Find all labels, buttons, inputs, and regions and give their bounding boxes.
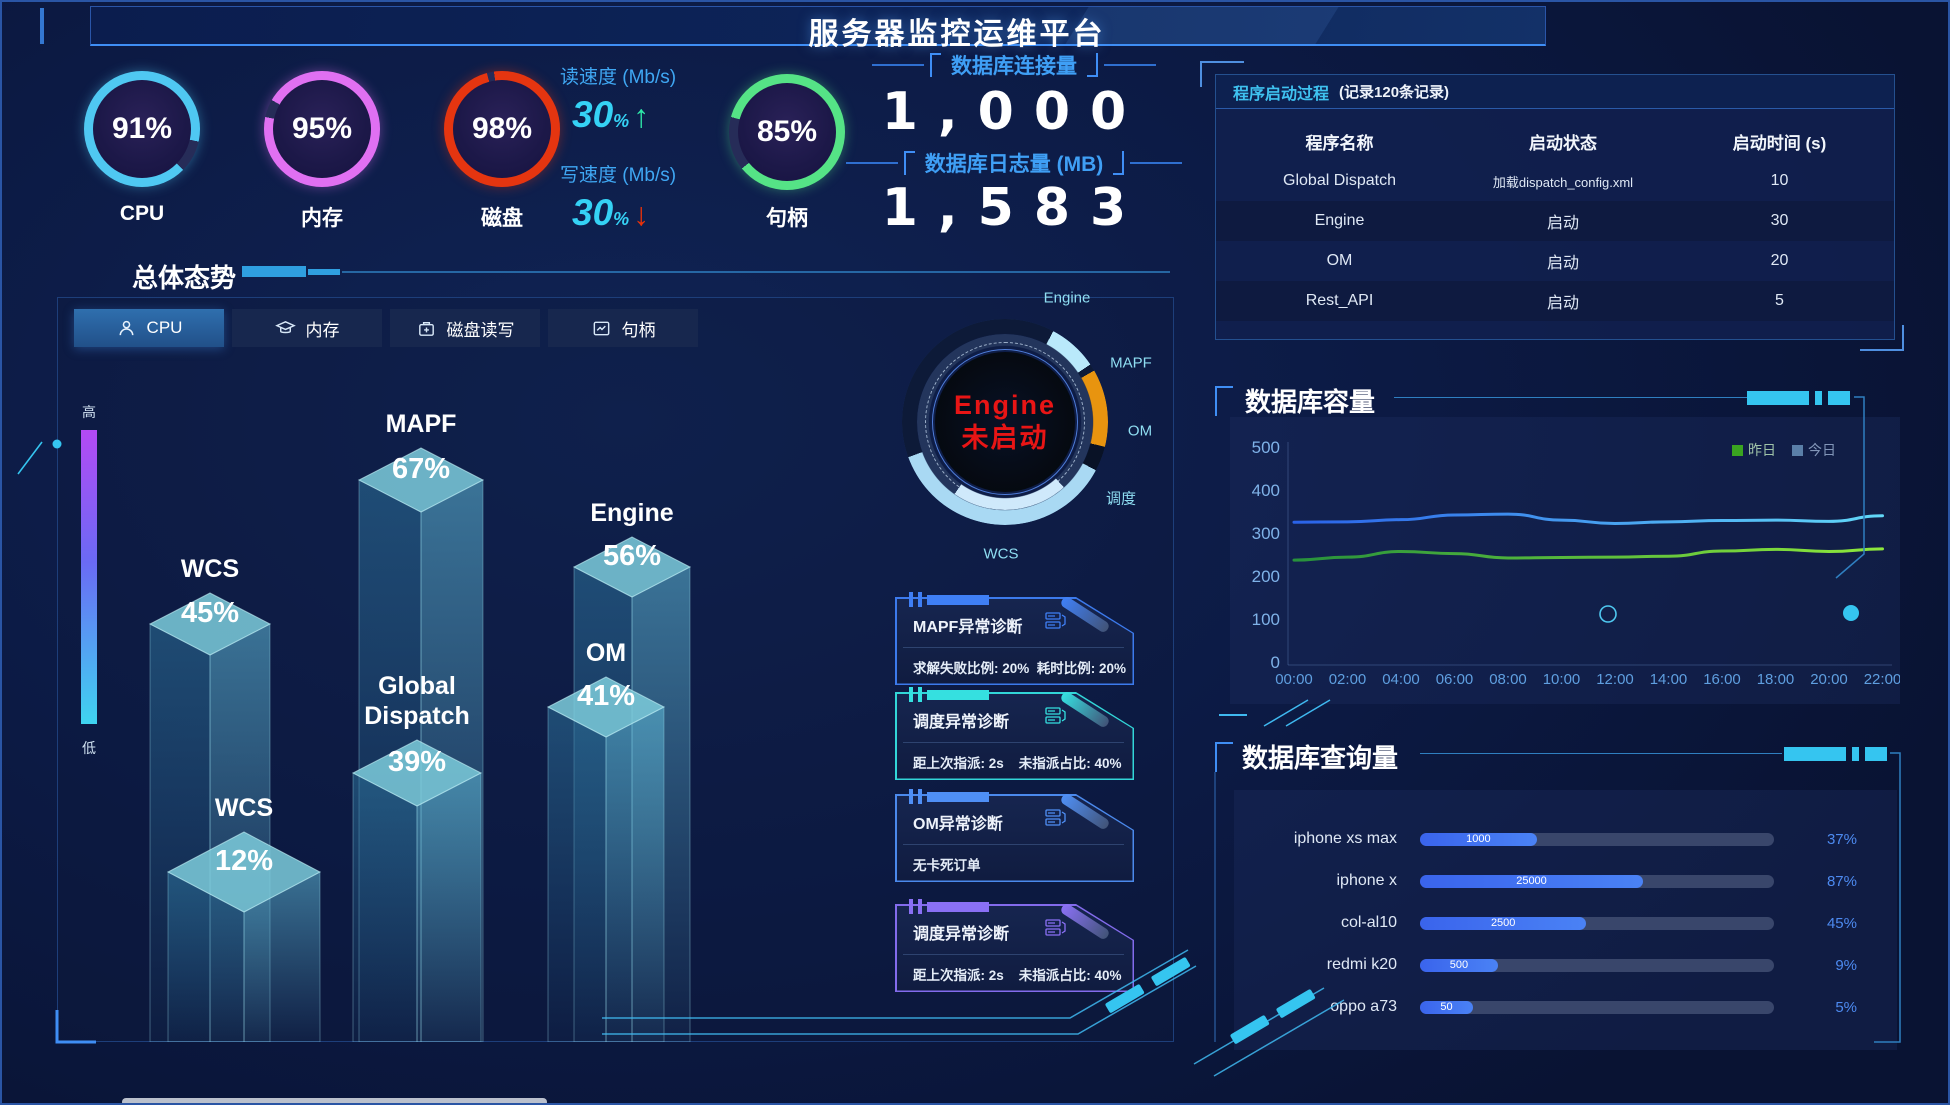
title-deco-blocks [1784, 747, 1887, 761]
query-row: oppo a73 50 5% [1330, 998, 1857, 1016]
corner-bracket [1860, 325, 1904, 351]
printer-icon [1045, 612, 1066, 629]
query-row: redmi k20 500 9% [1326, 956, 1857, 974]
query-row: iphone x 25000 87% [1336, 872, 1858, 890]
db-log-value: 1,583 [881, 178, 1147, 238]
capacity-section-title: 数据库容量 [1245, 387, 1376, 417]
card-dispatch-diagnosis-2: 调度异常诊断 距上次指派: 2s 未指派占比: 40% [895, 899, 1134, 992]
db-connections-label-row: 数据库连接量 [844, 50, 1184, 80]
gauge-disk-ring [444, 71, 560, 187]
printer-icon [1045, 919, 1066, 936]
bar-fill: 2500 [1420, 916, 1587, 930]
table-row: OM 启动 20 [1326, 252, 1789, 272]
ring-label-mapf: MAPF [1110, 354, 1152, 372]
read-speed-label: 读速度 (Mb/s) [560, 67, 677, 88]
gauge-cpu-label: CPU [119, 202, 165, 225]
header-band [90, 6, 1546, 46]
card-dispatch-diagnosis-1: 调度异常诊断 距上次指派: 2s 未指派占比: 40% [895, 687, 1134, 780]
arrow-up-icon: ↑ [633, 98, 650, 134]
bar-track: 500 [1420, 958, 1774, 972]
ring-thin-circle [932, 349, 1078, 495]
tab-memory[interactable]: 内存 [232, 309, 382, 347]
tab-disk-rw[interactable]: 磁盘读写 [390, 309, 540, 347]
table-row: Global Dispatch 加载dispatch_config.xml 10 [1283, 172, 1789, 190]
legend-today[interactable]: 今日 [1792, 440, 1836, 460]
chart-icon [593, 321, 609, 335]
section-bracket [1215, 742, 1233, 772]
corner-bracket [1200, 61, 1244, 87]
disk-icon [418, 321, 434, 336]
db-connections-value: 1,000 [881, 82, 1147, 142]
gauge-handle-ring [729, 74, 845, 190]
process-table-panel: 程序启动过程 (记录120条记录) 程序名称 启动状态 启动时间 (s) Glo… [1200, 61, 1904, 351]
capacity-chart-panel [1230, 417, 1900, 704]
gauge-handle-label: 句柄 [766, 207, 808, 230]
header-notch [40, 8, 44, 44]
axis-low-label: 低 [82, 740, 96, 756]
legend-yesterday[interactable]: 昨日 [1732, 440, 1776, 460]
bar-track: 1000 [1420, 832, 1774, 846]
value-gradient-legend [81, 430, 97, 724]
axis-high-label: 高 [82, 404, 96, 420]
gauge-handle: 85% [729, 74, 845, 190]
gauge-memory-label: 内存 [301, 207, 343, 230]
page-title: 服务器监控运维平台 [808, 18, 1106, 51]
write-speed-label: 写速度 (Mb/s) [560, 165, 677, 186]
ring-label-engine: Engine [1043, 289, 1091, 307]
tab-cpu[interactable]: CPU [74, 309, 224, 347]
bar-track: 2500 [1420, 916, 1774, 930]
capacity-legend: 昨日 今日 [1732, 440, 1836, 460]
g0v: 91% [111, 112, 173, 145]
process-table-header: 程序启动过程 (记录120条记录) [1216, 75, 1894, 109]
ring-label-om: OM [1127, 422, 1153, 440]
bar-track: 25000 [1420, 874, 1774, 888]
ring-status-text: Engine 未启动 [935, 352, 1075, 492]
bar-track: 50 [1420, 1000, 1774, 1014]
gauge-disk: 98% [444, 71, 560, 187]
gauge-cpu-ring [84, 71, 200, 187]
write-speed-value: 30% ↓ [572, 192, 650, 233]
query-row: iphone xs max 1000 37% [1293, 830, 1857, 848]
gauge-cpu: 91% [84, 71, 200, 187]
read-speed-value: 30% ↑ [572, 94, 650, 135]
gauge-memory: 95% [264, 71, 380, 187]
query-section-title: 数据库查询量 [1242, 743, 1399, 773]
gauge-disk-label: 磁盘 [481, 207, 523, 230]
engine-status-ring: Engine 未启动 [902, 319, 1108, 525]
printer-icon [1045, 707, 1066, 724]
card-mapf-diagnosis: MAPF异常诊断 求解失败比例: 20% 耗时比例: 20% [895, 592, 1134, 685]
legend-swatch [1732, 444, 1743, 456]
title-line [1394, 397, 1747, 398]
header-sheen [1065, 7, 1339, 44]
table-column-headers: 程序名称 启动状态 启动时间 (s) [1305, 133, 1827, 153]
bar-fill: 500 [1420, 958, 1498, 972]
bar-fill: 50 [1420, 1000, 1474, 1014]
ring-label-wcs: WCS [983, 545, 1019, 563]
ring-dashed-circle [925, 342, 1085, 502]
gauge-memory-ring [264, 71, 380, 187]
legend-swatch [1792, 444, 1803, 456]
cap-icon [274, 320, 296, 333]
metric-tabs: CPU 内存 磁盘读写 句柄 [74, 309, 698, 347]
query-row: col-al10 2500 45% [1340, 914, 1857, 932]
title-deco-blocks [1747, 391, 1850, 405]
printer-icon [1045, 809, 1066, 826]
bar-fill: 25000 [1420, 874, 1644, 888]
table-row: Rest_API 启动 5 [1216, 281, 1894, 321]
process-table-subtitle: (记录120条记录) [1339, 84, 1450, 101]
card-om-diagnosis: OM异常诊断 无卡死订单 [895, 789, 1134, 882]
ring-label-dispatch: 调度 [1105, 490, 1137, 508]
user-icon [119, 320, 134, 335]
title-line [1420, 753, 1782, 754]
tab-handle[interactable]: 句柄 [548, 309, 698, 347]
section-bracket [1215, 386, 1233, 416]
scrollbar-thumb[interactable] [122, 1098, 547, 1103]
arrow-down-icon: ↓ [633, 196, 650, 232]
process-table-title: 程序启动过程 [1233, 85, 1330, 103]
overall-section-title: 总体态势 [132, 263, 237, 293]
table-row: Engine 启动 30 [1216, 201, 1894, 241]
db-log-label-row: 数据库日志量 (MB) [844, 148, 1184, 178]
bar-fill: 1000 [1420, 832, 1537, 846]
